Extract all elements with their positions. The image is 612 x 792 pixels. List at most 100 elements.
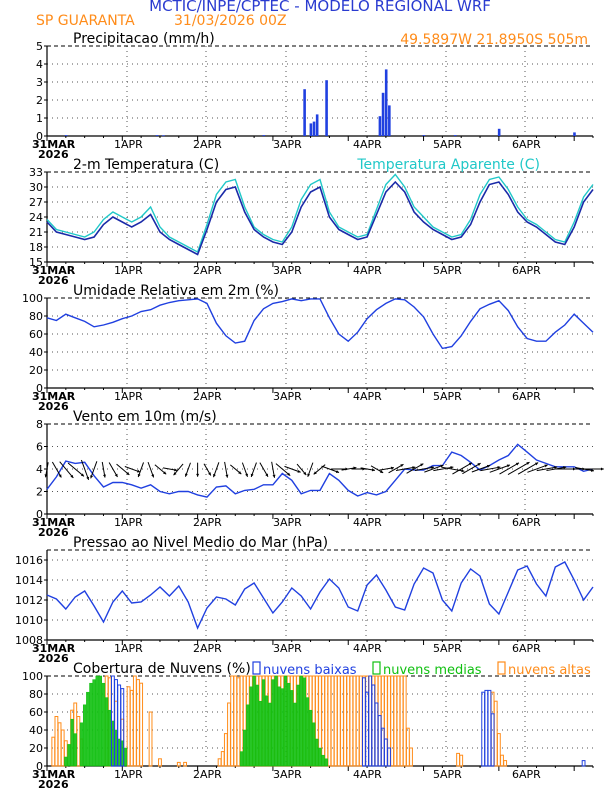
cloud-bar-nuvens-medias [64,756,68,767]
wind-arrow [441,466,465,472]
cloud-bar-nuvens-baixas [380,727,385,767]
cloud-bar-nuvens-altas [355,675,360,767]
y-tick-label: 0 [36,130,43,143]
panel-title: Cobertura de Nuvens (%) [73,661,251,677]
cloud-bar-nuvens-altas [343,675,348,767]
y-tick-label: 18 [29,241,43,254]
y-tick-label: 1 [36,112,43,125]
cloud-bar-nuvens-medias [274,675,278,767]
y-tick-label: 24 [29,211,43,224]
cloud-bar-nuvens-baixas [484,689,489,767]
x-tick-label: 2APR [193,390,222,403]
cloud-bar-nuvens-altas [236,677,241,767]
cloud-bar-nuvens-altas [346,675,351,767]
cloud-bar-nuvens-altas [333,675,338,767]
legend-swatch-2 [497,661,506,675]
cloud-bar-nuvens-baixas [487,689,492,767]
coords-label: 49.5897W 21.8950S 505m [400,32,588,48]
x-tick-label: 6APR [512,390,541,403]
y-tick-label: 60 [29,328,43,341]
precip-bar [422,135,426,136]
wind-arrow-head [468,462,472,466]
x-tick-label: 31MAR [32,138,76,151]
cloud-bar-nuvens-medias [95,675,99,767]
cloud-bar-nuvens-medias [324,758,328,767]
y-tick-label: 6 [36,441,43,454]
location-label: SP GUARANTA [36,13,135,29]
cloud-bar-nuvens-baixas [490,713,495,767]
year-label: 2026 [38,400,69,413]
y-tick-label: 1010 [15,614,43,627]
cloud-bar-nuvens-altas [126,686,131,767]
cloud-bar-nuvens-altas [493,700,498,767]
wind-arrow-head [287,472,291,476]
wind-arrow [433,466,454,472]
x-tick-label: 3APR [273,768,302,781]
legend-label-1: nuvens medias [383,663,482,678]
panel-rh: 0 20 40 60 80 100 31MAR 1APR 2APR 3APR 4APR 5APR 6AP… [22,283,594,413]
legend-apparent-temp: Temperatura Aparente (C) [356,157,540,173]
cloud-bar-nuvens-medias [101,682,106,767]
x-tick-label: 1APR [114,516,143,529]
precip-bar [303,89,306,136]
wind-arrow-head [600,467,604,471]
panel-title: Umidade Relativa em 2m (%) [73,283,279,299]
y-tick-label: 2 [36,486,43,499]
cloud-bar-nuvens-altas [496,733,501,767]
wind-arrow-head [173,472,177,476]
pressure-line [46,561,594,630]
cloud-bar-nuvens-altas [227,702,231,767]
wind-arrow-head [126,471,130,475]
cloud-bar-nuvens-medias [73,733,77,767]
cloud-bar-nuvens-baixas [365,691,369,767]
wind-arrow [499,462,520,475]
cloud-bar-nuvens-medias [86,691,90,767]
wind-arrow [414,466,435,472]
wind-arrow-head [420,463,424,467]
y-tick-label: 0 [36,760,43,773]
x-tick-label: 5APR [433,642,462,655]
cloud-bar-nuvens-medias [67,744,71,767]
cloud-bar-nuvens-medias [246,704,250,767]
cloud-bar-nuvens-altas [324,675,329,767]
x-tick-label: 6APR [512,768,541,781]
cloud-bar-nuvens-medias [277,686,281,767]
wind-arrow [67,462,85,477]
cloud-bar-nuvens-altas [349,675,354,767]
cloud-bar-nuvens-altas [230,675,235,767]
cloud-bar-nuvens-altas [393,675,398,767]
cloud-bar-nuvens-altas [340,675,344,767]
year-label: 2026 [38,148,69,161]
cloud-bar-nuvens-altas [459,754,464,767]
cloud-bar-nuvens-altas [405,727,410,767]
panel-title: Vento em 10m (m/s) [73,409,217,425]
cloud-bar-nuvens-medias [249,686,253,767]
y-tick-label: 1012 [15,594,43,607]
cloud-bar-nuvens-medias [268,702,272,767]
cloud-bar-nuvens-baixas [362,677,366,767]
y-tick-label: 100 [22,292,43,305]
x-tick-label: 3APR [273,390,302,403]
wind-arrow-head [526,462,530,465]
cloud-bar-nuvens-altas [321,675,326,767]
cloud-bar-nuvens-altas [136,679,140,767]
y-tick-label: 80 [29,688,43,701]
wind-arrow-head [461,469,465,473]
x-tick-label: 1APR [114,264,143,277]
cloud-bar-nuvens-medias [108,709,112,767]
wind-arrow-head [196,473,200,477]
wind-arrow-head [431,466,435,470]
cloud-bar-nuvens-medias [286,682,291,767]
y-tick-label: 33 [29,166,43,179]
y-tick-label: 60 [29,706,43,719]
x-tick-label: 31MAR [32,390,76,403]
cloud-bar-nuvens-altas [330,675,335,767]
precip-bar [453,135,457,136]
precip-bar [262,135,266,136]
cloud-bar-nuvens-altas [54,716,59,767]
x-tick-label: 6APR [512,264,541,277]
cloud-bar-nuvens-altas [176,761,181,767]
wind-arrow-head [590,468,594,472]
precip-bar [384,69,388,136]
x-tick-label: 2APR [193,642,222,655]
